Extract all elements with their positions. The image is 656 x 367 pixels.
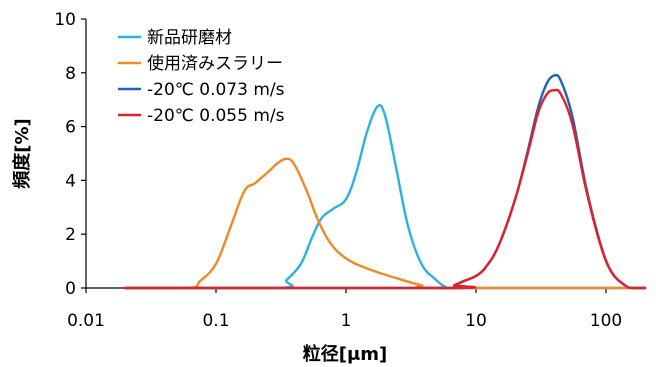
y-tick-label: 0: [65, 279, 76, 299]
legend-label-1: 新品研磨材: [147, 28, 232, 48]
y-tick-label: 4: [65, 171, 76, 191]
y-axis-title: 頻度[%]: [11, 118, 33, 189]
tick-labels: 0 2 4 6 8 10 0.01 0.1 1 10 100: [54, 10, 622, 331]
y-tick-label: 10: [54, 10, 76, 30]
legend-label-4: -20℃ 0.055 m/s: [147, 106, 285, 126]
series-line-2: [123, 157, 647, 290]
legend-label-2: 使用済みスラリー: [147, 53, 283, 74]
y-tick-label: 6: [65, 118, 76, 138]
x-tick-label: 1: [341, 311, 352, 331]
series-line-4: [123, 88, 647, 290]
y-tick-label: 2: [65, 225, 76, 245]
x-tick-label: 100: [590, 311, 622, 331]
x-tick-label: 0.01: [67, 311, 105, 331]
x-tick-label: 0.1: [202, 311, 229, 331]
x-tick-label: 10: [465, 311, 487, 331]
series-lines: [123, 73, 647, 290]
series-line-1: [123, 104, 647, 290]
x-axis-title: 粒径[μm]: [303, 343, 387, 365]
legend-label-3: -20℃ 0.073 m/s: [147, 80, 285, 100]
y-tick-label: 8: [65, 64, 76, 84]
